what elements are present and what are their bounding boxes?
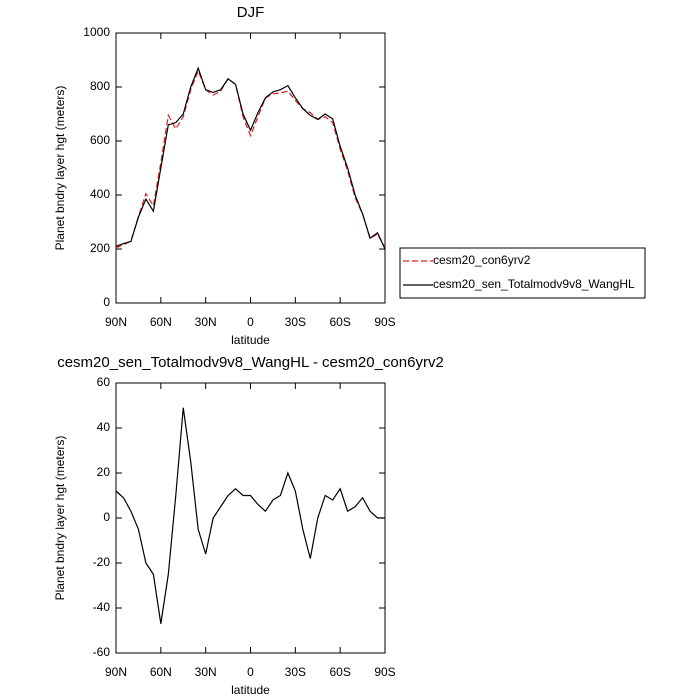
- x-tick-label: 30N: [195, 665, 217, 679]
- x-tick-label: 90N: [105, 315, 127, 329]
- x-tick-label: 0: [247, 315, 254, 329]
- y-tick-label: 600: [90, 133, 110, 147]
- x-tick-label: 30S: [285, 665, 306, 679]
- x-tick-label: 60S: [329, 665, 350, 679]
- x-tick-label: 60S: [329, 315, 350, 329]
- y-tick-label: -20: [93, 555, 111, 569]
- x-tick-label: 30S: [285, 315, 306, 329]
- y-tick-label: 200: [90, 241, 110, 255]
- y-tick-label: 40: [97, 420, 111, 434]
- chart-title: DJF: [237, 4, 265, 21]
- y-tick-label: 20: [97, 465, 111, 479]
- data-line: [115, 66, 386, 250]
- y-axis-label: Planet bndry layer hgt (meters): [53, 86, 67, 251]
- data-line: [115, 69, 386, 249]
- legend-label: cesm20_sen_Totalmodv9v8_WangHL: [433, 277, 635, 291]
- data-line: [115, 407, 385, 624]
- y-tick-label: 0: [103, 510, 110, 524]
- legend-label: cesm20_con6yrv2: [433, 253, 531, 267]
- y-tick-label: -60: [93, 645, 111, 659]
- y-tick-label: 1000: [83, 25, 110, 39]
- y-tick-label: 60: [97, 375, 111, 389]
- x-axis-label: latitude: [231, 683, 270, 697]
- x-axis-label: latitude: [231, 333, 270, 347]
- plot-frame: [115, 382, 386, 654]
- plot-frame: [115, 32, 386, 304]
- x-tick-label: 90S: [374, 315, 395, 329]
- x-tick-label: 90S: [374, 665, 395, 679]
- y-tick-label: 800: [90, 79, 110, 93]
- x-tick-label: 30N: [195, 315, 217, 329]
- y-tick-label: -40: [93, 600, 111, 614]
- x-tick-label: 0: [247, 665, 254, 679]
- x-tick-label: 60N: [150, 315, 172, 329]
- chart-title: cesm20_sen_Totalmodv9v8_WangHL - cesm20_…: [57, 354, 444, 371]
- legend-box: [399, 247, 646, 299]
- x-tick-label: 60N: [150, 665, 172, 679]
- x-tick-label: 90N: [105, 665, 127, 679]
- y-tick-label: 400: [90, 187, 110, 201]
- y-axis-label: Planet bndry layer hgt (meters): [53, 436, 67, 601]
- y-tick-label: 0: [103, 295, 110, 309]
